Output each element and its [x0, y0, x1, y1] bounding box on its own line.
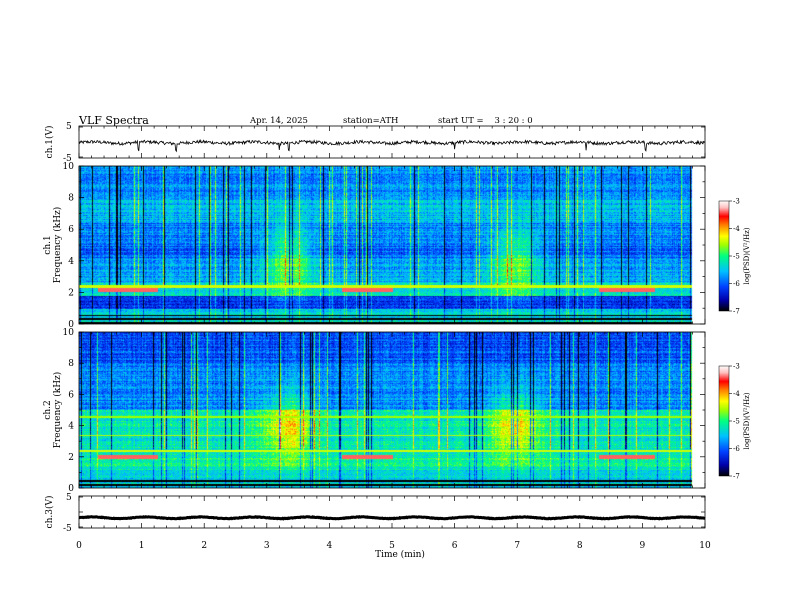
ytick-label-2: 2: [68, 288, 74, 298]
ch2-colorbar-gradient: [718, 365, 730, 477]
ytick-label-2: 2: [68, 453, 74, 463]
xtick-label-8: 8: [577, 541, 583, 551]
start-time-label: start UT = 3 : 20 : 0: [438, 116, 533, 126]
ch1-spectrogram-ytick-labels: 0 2 4 6 8 10: [63, 162, 75, 330]
ch1-waveform-ylabel: ch.1(V): [44, 126, 55, 159]
ch1-colorbar-ticks: -3 -4 -5 -6 -7: [729, 198, 740, 316]
xtick-label-9: 9: [640, 541, 646, 551]
ytick-label-4: 4: [68, 257, 74, 267]
ch1-spectrogram-image: [79, 166, 705, 324]
xtick-label-4: 4: [327, 541, 333, 551]
time-axis-tick-labels: 0 1 2 3 4 5 6 7 8 9 10: [76, 541, 711, 551]
colorbar-label--4: -4: [733, 390, 740, 398]
ytick-label-10: 10: [63, 162, 75, 172]
ytick-label-6: 6: [68, 225, 74, 235]
xtick-label-1: 1: [139, 541, 145, 551]
ch2-spectrogram-ticks: [78, 331, 706, 489]
ytick-label-6: 6: [68, 390, 74, 400]
ytick-label-0: 0: [68, 320, 74, 330]
ch1-waveform-ticks: [78, 126, 706, 158]
time-axis-label: Time (min): [375, 549, 425, 560]
station-label: station=ATH: [343, 116, 398, 126]
ytick-label-0: 0: [68, 484, 74, 494]
ch1-spectrogram-panel: 0 2 4 6 8 10 ch.1 Frequency (kHz): [43, 162, 706, 330]
colorbar-label--6: -6: [733, 445, 740, 453]
ch3-ytick-bottom: -5: [63, 524, 72, 534]
ch3-waveform-ylabel: ch.3(V): [44, 496, 55, 529]
ch2-spectrogram-image: [79, 332, 705, 488]
ytick-label-8: 8: [68, 359, 74, 369]
ch1-ytick-top: 5: [66, 122, 72, 132]
ch3-waveform-ticks: [78, 496, 706, 528]
ch1-spectrogram-ylabel-line2: Frequency (kHz): [52, 207, 63, 284]
ch1-spectrogram-ticks: [78, 165, 706, 325]
xtick-label-2: 2: [201, 541, 207, 551]
ch1-spectrogram-ylabel-line1: ch.1: [43, 235, 53, 254]
ytick-label-10: 10: [63, 328, 75, 338]
colorbar-label--5: -5: [733, 253, 740, 261]
colorbar-label--5: -5: [733, 418, 740, 426]
date-label: Apr. 14, 2025: [249, 116, 308, 126]
ch2-colorbar: -3 -4 -5 -6 -7 log(PSD)(V²/Hz): [718, 363, 751, 481]
ytick-label-4: 4: [68, 422, 74, 432]
ch2-spectrogram-ytick-labels: 0 2 4 6 8 10: [63, 328, 75, 494]
xtick-label-3: 3: [264, 541, 270, 551]
colorbar-label--6: -6: [733, 280, 740, 288]
ch1-colorbar: -3 -4 -5 -6 -7 log(PSD)(V²/Hz): [718, 198, 751, 316]
ch2-spectrogram-ylabel-line2: Frequency (kHz): [52, 372, 63, 449]
ch1-colorbar-gradient: [718, 200, 730, 312]
ch3-waveform-frame: [78, 495, 706, 529]
ch2-spectrogram-panel: 0 2 4 6 8 10 ch.2 Frequency (kHz): [43, 328, 706, 494]
xtick-label-0: 0: [76, 541, 82, 551]
ch3-waveform-panel: 5 -5 ch.3(V): [44, 493, 706, 534]
ch2-colorbar-ticks: -3 -4 -5 -6 -7: [729, 363, 740, 481]
colorbar-label--4: -4: [733, 225, 740, 233]
ytick-label-8: 8: [68, 194, 74, 204]
ch1-ytick-bottom: -5: [63, 154, 72, 164]
ch2-spectrogram-ylabel-line1: ch.2: [43, 400, 53, 419]
ch3-ytick-top: 5: [66, 493, 72, 503]
ch3-waveform-trace: [78, 514, 706, 521]
figure-title: VLF Spectra: [78, 114, 149, 127]
xtick-label-6: 6: [452, 541, 458, 551]
colorbar-label--7: -7: [733, 308, 740, 316]
colorbar-label--3: -3: [733, 363, 740, 371]
xtick-label-5: 5: [389, 541, 395, 551]
ch1-waveform-trace: [78, 138, 706, 153]
ch2-colorbar-label: log(PSD)(V²/Hz): [743, 392, 751, 449]
ch1-waveform-panel: 5 -5 ch.1(V): [44, 122, 706, 164]
xtick-label-10: 10: [699, 541, 711, 551]
colorbar-label--3: -3: [733, 198, 740, 206]
ch1-colorbar-label: log(PSD)(V²/Hz): [743, 227, 751, 284]
colorbar-label--7: -7: [733, 473, 740, 481]
xtick-label-7: 7: [514, 541, 520, 551]
